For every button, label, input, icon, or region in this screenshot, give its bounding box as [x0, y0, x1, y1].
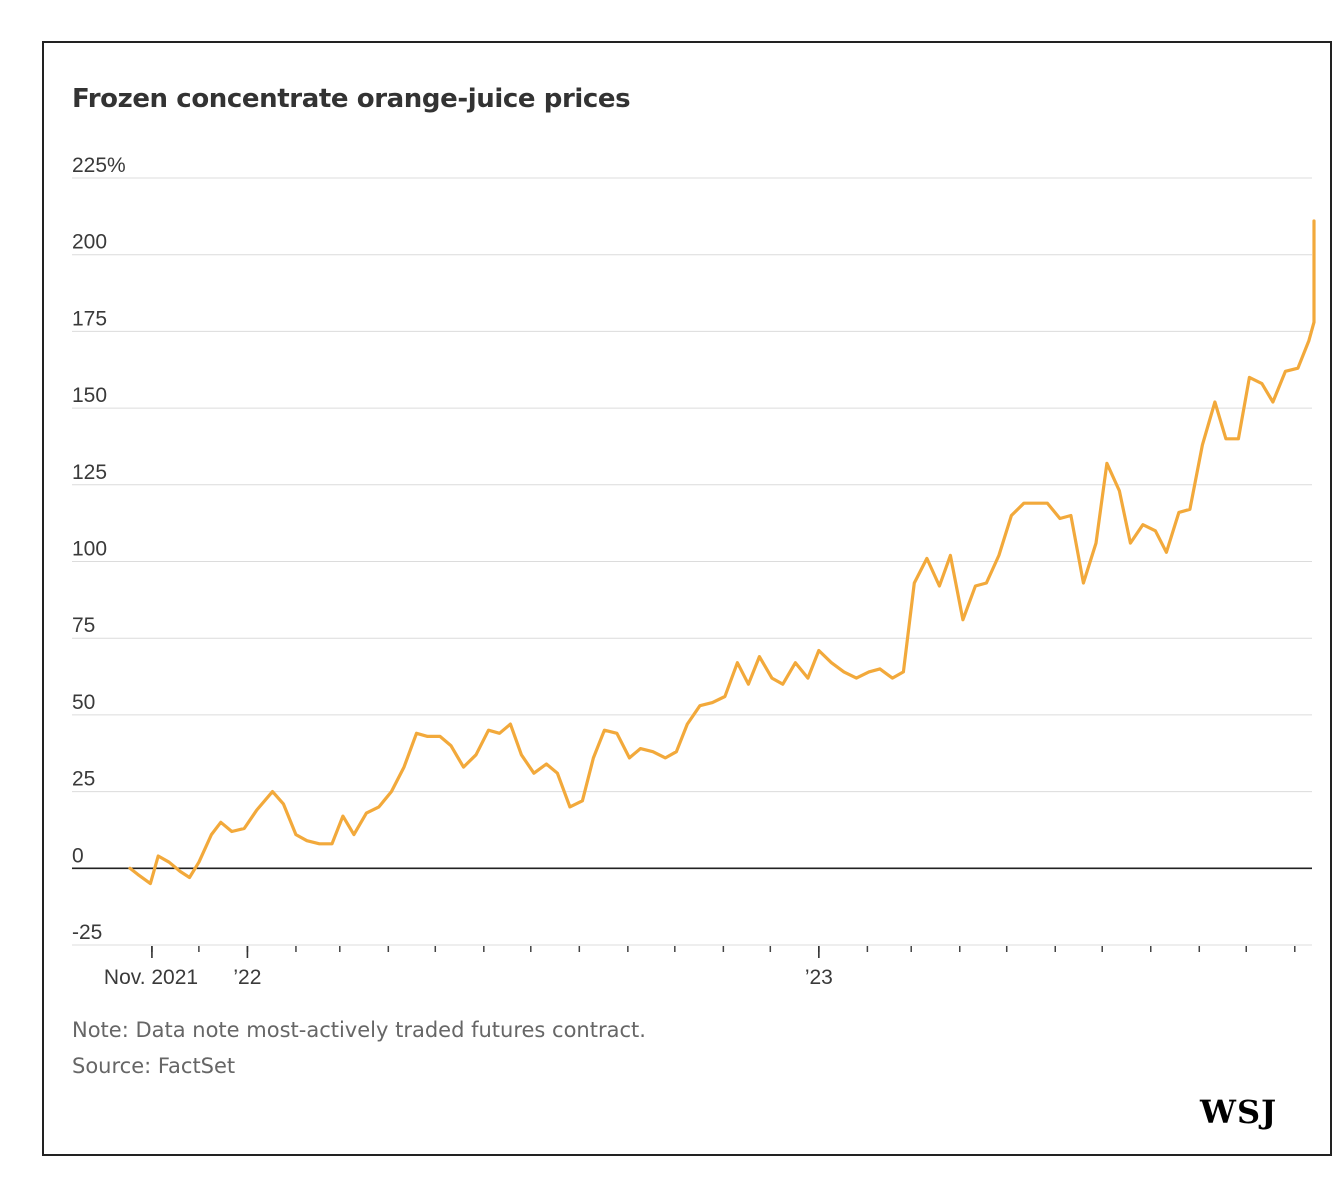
gridlines	[72, 177, 1312, 946]
y-tick-label: 150	[72, 384, 107, 407]
y-tick-label: -25	[72, 921, 102, 944]
chart-source: Source: FactSet	[72, 1054, 236, 1078]
y-tick-label: 175	[72, 307, 107, 330]
chart-frame	[42, 41, 1332, 1156]
y-tick-label: 125	[72, 461, 107, 484]
y-tick-label: 0	[72, 844, 84, 867]
chart-note: Note: Data note most-actively traded fut…	[72, 1018, 646, 1042]
x-tick-label: Nov. 2021	[104, 966, 198, 989]
y-tick-label: 25	[72, 768, 95, 791]
y-tick-label: 50	[72, 691, 95, 714]
y-tick-label: 100	[72, 538, 107, 561]
y-tick-label: 200	[72, 231, 107, 254]
x-tick-label: ’22	[233, 966, 261, 989]
x-tick-label: ’23	[805, 966, 833, 989]
x-axis-ticks: Nov. 2021 ’22 ’23	[104, 946, 1296, 989]
series-line	[128, 219, 1316, 886]
chart-title: Frozen concentrate orange-juice prices	[72, 84, 631, 114]
wsj-logo: WSJ	[1200, 1093, 1278, 1131]
y-tick-label: 75	[72, 614, 95, 637]
y-axis-ticks: 225% 200 175 150 125 100 75 50 25 0 -25	[72, 154, 126, 944]
y-tick-label: 225%	[72, 154, 126, 177]
